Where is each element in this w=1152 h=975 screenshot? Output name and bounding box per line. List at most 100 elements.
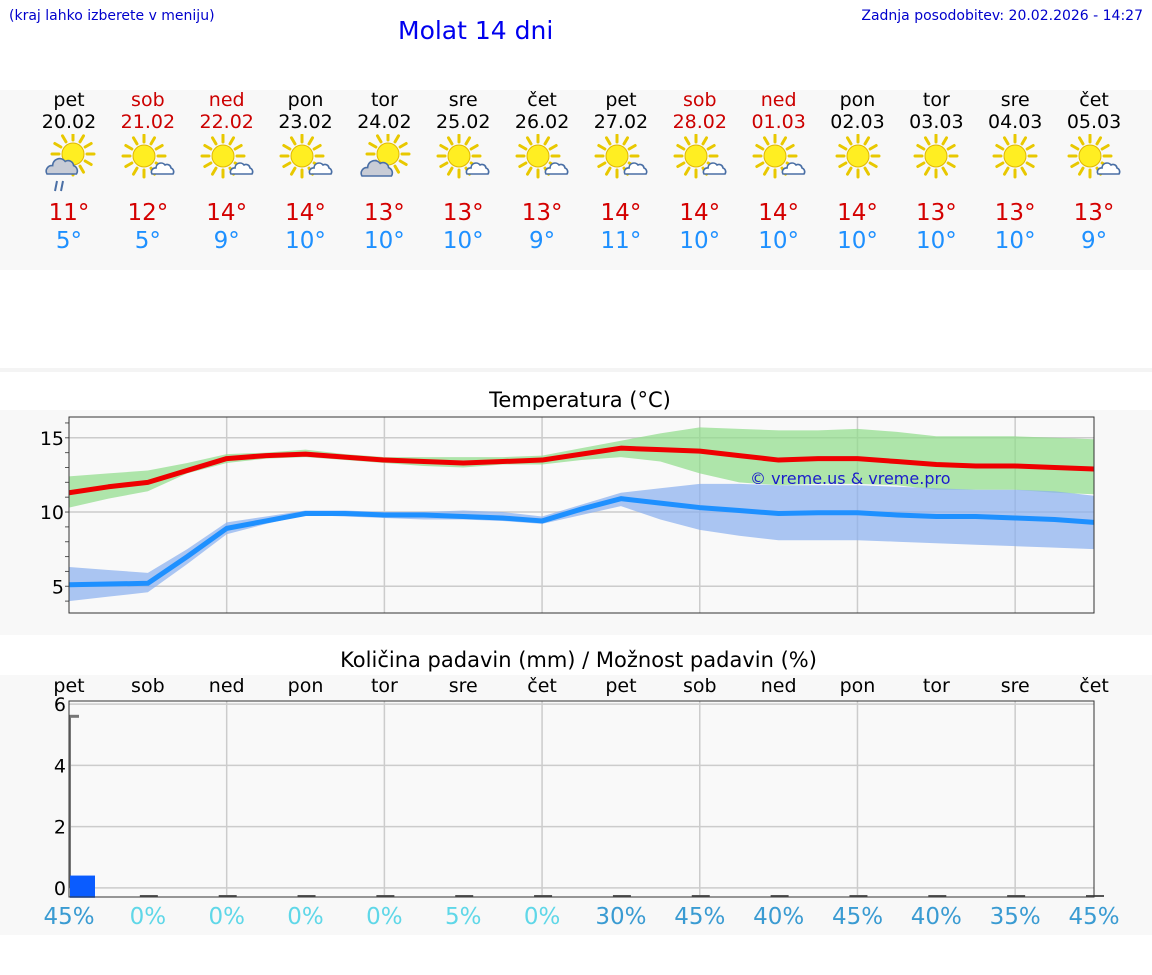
sun-small-cloud-icon xyxy=(752,134,806,179)
min-temperature: 10° xyxy=(915,228,957,254)
y-tick-label: 10 xyxy=(40,502,64,524)
day-name: sre xyxy=(1000,89,1030,111)
y-tick-label: 0 xyxy=(54,878,66,900)
precip-chance: 45% xyxy=(831,904,884,930)
precip-chance: 45% xyxy=(1068,904,1120,930)
forecast-band xyxy=(0,90,1152,270)
precip-day-name: čet xyxy=(1079,675,1109,697)
min-temperature: 9° xyxy=(213,228,240,254)
precip-bar xyxy=(70,875,95,898)
max-temperature-line xyxy=(68,445,1095,496)
precip-day-name: sre xyxy=(1000,675,1030,697)
day-date: 03.03 xyxy=(909,111,964,133)
day-date: 01.03 xyxy=(751,111,806,133)
precip-day-name: tor xyxy=(370,675,398,697)
day-name: čet xyxy=(527,89,557,111)
min-temperature: 10° xyxy=(837,228,878,254)
y-tick-label: 15 xyxy=(40,428,64,450)
day-name: sob xyxy=(131,89,165,111)
sun-small-cloud-icon xyxy=(1067,134,1121,179)
precip-day-name: ned xyxy=(760,675,797,697)
day-date: 04.03 xyxy=(987,111,1043,133)
min-temperature: 11° xyxy=(600,228,642,254)
day-date: 21.02 xyxy=(120,111,176,133)
sun-icon xyxy=(835,134,880,179)
max-temperature: 14° xyxy=(837,200,878,226)
precipitation-chart-title: Količina padavin (mm) / Možnost padavin … xyxy=(340,648,817,672)
day-date: 26.02 xyxy=(514,111,570,133)
sun-cloud-icon xyxy=(360,134,411,177)
day-name: pon xyxy=(839,89,876,111)
max-temperature: 13° xyxy=(442,200,484,226)
min-temperature: 9° xyxy=(529,228,556,254)
max-temperature: 14° xyxy=(285,200,326,226)
precip-day-name: sob xyxy=(131,675,165,697)
max-temperature: 13° xyxy=(915,200,957,226)
max-temperature: 14° xyxy=(758,200,800,226)
day-date: 25.02 xyxy=(436,111,491,133)
precip-day-name: pet xyxy=(605,675,637,697)
precip-chance: 40% xyxy=(753,904,805,930)
sun-small-cloud-icon xyxy=(200,134,254,179)
precip-day-name: čet xyxy=(527,675,557,697)
last-updated: Zadnja posodobitev: 20.02.2026 - 14:27 xyxy=(861,8,1143,24)
precip-chance: 0% xyxy=(523,904,561,930)
day-date: 05.03 xyxy=(1066,111,1122,133)
max-temperature: 13° xyxy=(364,200,405,226)
precip-chance: 0% xyxy=(287,904,324,930)
day-name: pon xyxy=(287,89,324,111)
y-tick-label: 6 xyxy=(54,695,66,716)
day-date: 20.02 xyxy=(41,111,97,133)
plot-frame xyxy=(68,700,1095,898)
y-tick-label: 4 xyxy=(54,755,66,777)
precip-day-name: sob xyxy=(683,675,717,697)
precip-chance: 0% xyxy=(129,904,167,930)
day-name: sob xyxy=(683,89,717,111)
precip-chance: 35% xyxy=(989,904,1041,930)
sun-cloud-rain-icon xyxy=(45,134,96,192)
y-tick-label: 2 xyxy=(54,817,66,839)
sun-small-cloud-icon xyxy=(436,134,490,179)
precip-chance: 0% xyxy=(208,904,245,930)
max-temperature: 13° xyxy=(994,200,1036,226)
sun-small-cloud-icon xyxy=(279,134,332,179)
max-temperature: 11° xyxy=(48,200,90,226)
precip-chance: 45% xyxy=(43,904,95,930)
min-temperature: 10° xyxy=(758,228,800,254)
max-temperature: 12° xyxy=(127,200,169,226)
precip-chance: 40% xyxy=(910,904,962,930)
page-title: Molat 14 dni xyxy=(398,16,554,45)
day-name: pet xyxy=(605,89,637,111)
precip-day-name: pet xyxy=(53,675,85,697)
precip-chance: 0% xyxy=(366,904,403,930)
min-temperature: 10° xyxy=(994,228,1036,254)
precip-chance: 45% xyxy=(674,904,726,930)
day-name: tor xyxy=(922,89,950,111)
sun-small-cloud-icon xyxy=(594,134,648,179)
day-name: ned xyxy=(760,89,797,111)
precipitation-chart: 0 2 4 6 xyxy=(54,695,1104,900)
day-name: pet xyxy=(53,89,85,111)
precip-day-name: pon xyxy=(287,675,324,697)
day-name: ned xyxy=(208,89,245,111)
sun-small-cloud-icon xyxy=(673,134,727,179)
day-date: 22.02 xyxy=(199,111,254,133)
min-temperature: 10° xyxy=(364,228,405,254)
precip-day-name: pon xyxy=(839,675,876,697)
y-tick-label: 5 xyxy=(52,576,64,598)
day-date: 27.02 xyxy=(593,111,649,133)
min-temperature: 9° xyxy=(1080,228,1108,254)
precip-chance: 30% xyxy=(595,904,647,930)
plot-area xyxy=(69,701,1094,897)
min-temperature: 10° xyxy=(285,228,326,254)
location-hint: (kraj lahko izberete v meniju) xyxy=(9,8,215,24)
max-temperature: 14° xyxy=(600,200,642,226)
temperature-chart-title: Temperatura (°C) xyxy=(489,388,671,412)
watermark: © vreme.us & vreme.pro xyxy=(750,469,951,488)
day-date: 02.03 xyxy=(830,111,885,133)
sun-icon xyxy=(992,134,1038,179)
precip-day-name: sre xyxy=(448,675,478,697)
sun-small-cloud-icon xyxy=(515,134,569,179)
sun-small-cloud-icon xyxy=(121,134,175,179)
min-temperature-line xyxy=(68,496,1095,588)
